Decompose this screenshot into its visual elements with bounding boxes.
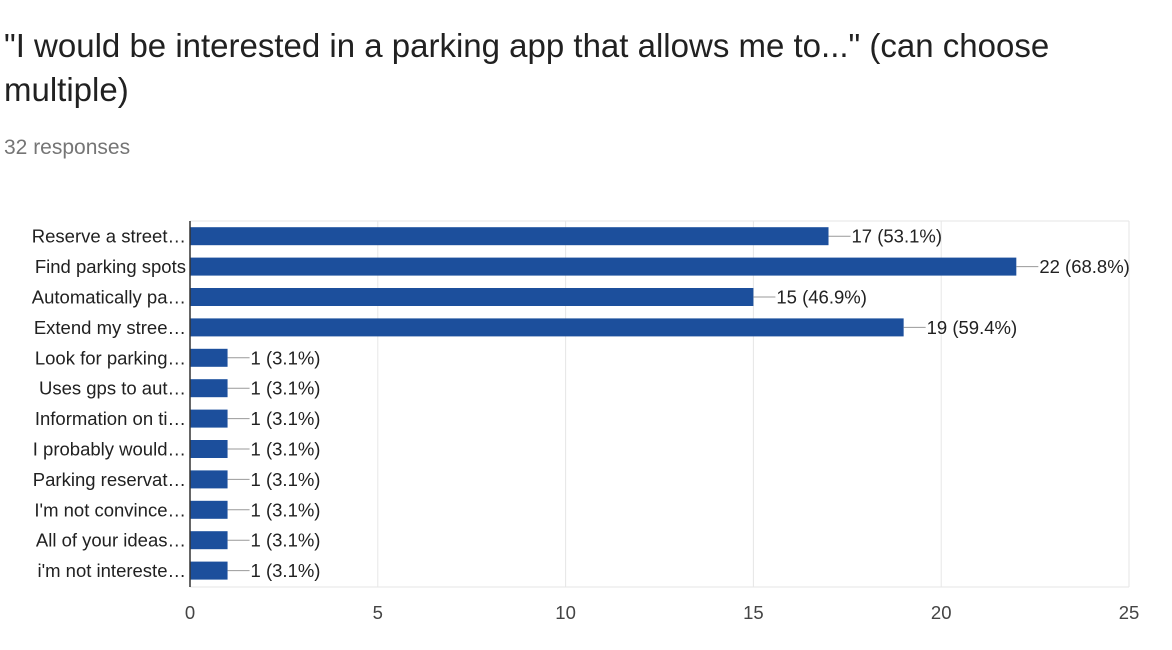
chart-title: "I would be interested in a parking app …: [4, 27, 1050, 108]
category-label: Find parking spots: [35, 256, 186, 277]
data-label: 1 (3.1%): [251, 560, 321, 581]
data-label: 1 (3.1%): [251, 408, 321, 429]
bar: [190, 470, 228, 489]
response-count: 32 responses: [4, 136, 131, 159]
x-tick-label: 25: [1119, 602, 1140, 623]
bar: [190, 379, 228, 398]
bar: [190, 318, 904, 337]
data-label: 1 (3.1%): [251, 347, 321, 368]
data-label: 1 (3.1%): [251, 469, 321, 490]
bar: [190, 227, 829, 246]
category-label: Look for parking…: [35, 347, 186, 368]
bar: [190, 500, 228, 519]
category-label: Parking reservat…: [33, 469, 186, 490]
x-tick-label: 10: [555, 602, 576, 623]
bar: [190, 288, 754, 306]
category-label: Automatically pa…: [32, 287, 186, 308]
bar: [190, 531, 228, 550]
bar: [190, 561, 228, 580]
bar: [190, 348, 228, 367]
data-label: 22 (68.8%): [1039, 256, 1130, 277]
data-label: 17 (53.1%): [852, 226, 943, 247]
data-label: 1 (3.1%): [251, 439, 321, 460]
category-label: Extend my stree…: [34, 317, 186, 338]
bar: [190, 257, 1017, 276]
bar: [190, 409, 228, 428]
data-label: 1 (3.1%): [251, 499, 321, 520]
category-label: I probably would…: [33, 439, 186, 460]
data-label: 19 (59.4%): [927, 317, 1018, 338]
category-label: Uses gps to aut…: [39, 378, 186, 399]
category-label: i'm not intereste…: [37, 560, 186, 581]
category-label: All of your ideas…: [36, 530, 186, 551]
category-label: Reserve a street…: [32, 226, 186, 247]
x-tick-label: 20: [931, 602, 952, 623]
data-label: 1 (3.1%): [251, 530, 321, 551]
data-label: 1 (3.1%): [251, 378, 321, 399]
x-tick-label: 0: [185, 602, 195, 623]
x-tick-label: 5: [373, 602, 383, 623]
category-label: Information on ti…: [35, 408, 186, 429]
x-tick-label: 15: [743, 602, 764, 623]
category-label: I'm not convince…: [34, 499, 186, 520]
data-label: 15 (46.9%): [776, 287, 867, 308]
bar: [190, 440, 228, 458]
